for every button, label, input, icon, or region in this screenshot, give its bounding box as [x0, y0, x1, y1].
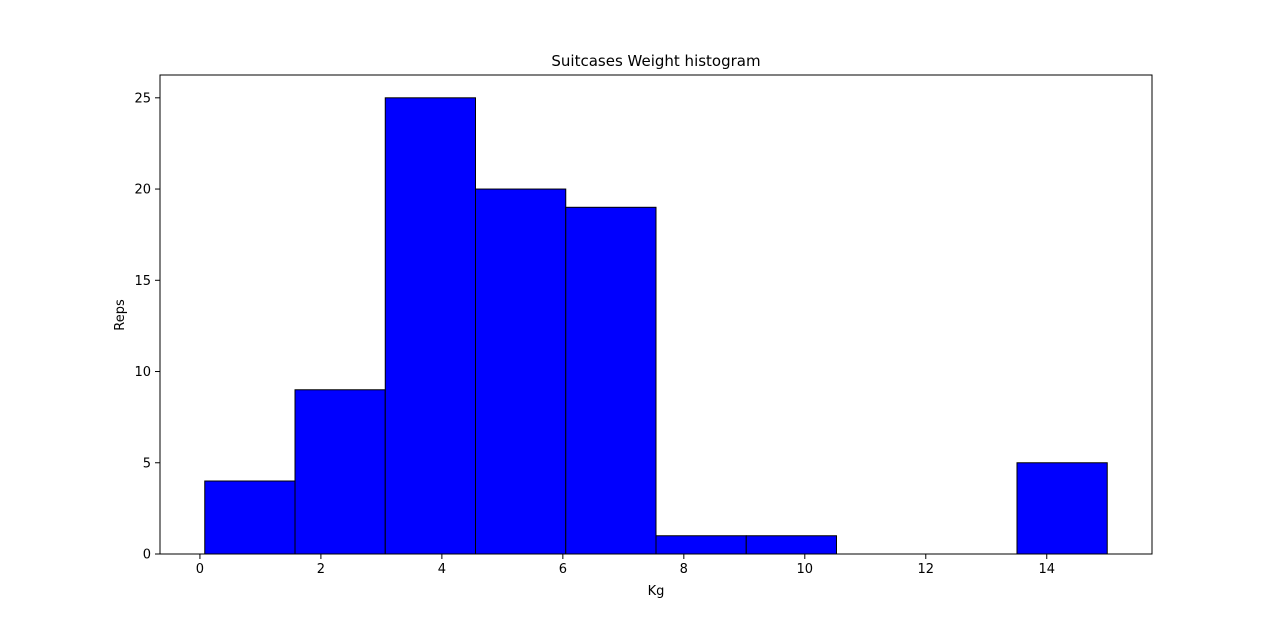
x-tick-label: 14: [1038, 562, 1055, 577]
histogram-bar: [655, 535, 747, 555]
x-axis-label: Kg: [648, 584, 665, 599]
y-tick-label: 5: [143, 456, 151, 471]
x-tick-label: 8: [680, 562, 688, 577]
histogram-bar: [204, 480, 296, 555]
histogram-bar: [1016, 462, 1108, 555]
x-axis-ticks: 0 2 4 6 8 10 12 14: [196, 554, 1055, 577]
y-tick-label: 0: [143, 548, 151, 563]
x-tick-label: 10: [797, 562, 814, 577]
y-axis-ticks: 0 5 10 15 20 25: [134, 91, 160, 563]
plot-frame: [159, 74, 1153, 555]
y-tick-label: 20: [134, 183, 151, 198]
x-tick-label: 0: [196, 562, 204, 577]
histogram-bar: [384, 97, 477, 555]
x-tick-label: 4: [438, 562, 446, 577]
chart-title: Suitcases Weight histogram: [551, 52, 760, 70]
histogram-bar: [294, 389, 386, 555]
y-tick-label: 15: [134, 274, 151, 289]
x-tick-label: 12: [918, 562, 935, 577]
bars-group: [204, 97, 1108, 555]
y-axis-label: Reps: [113, 299, 128, 331]
x-tick-label: 6: [559, 562, 567, 577]
histogram-bar: [565, 206, 657, 555]
y-tick-label: 10: [134, 365, 151, 380]
y-tick-label: 25: [134, 91, 151, 106]
histogram-bar: [745, 535, 837, 555]
histogram-bar: [475, 188, 567, 555]
x-tick-label: 2: [317, 562, 325, 577]
